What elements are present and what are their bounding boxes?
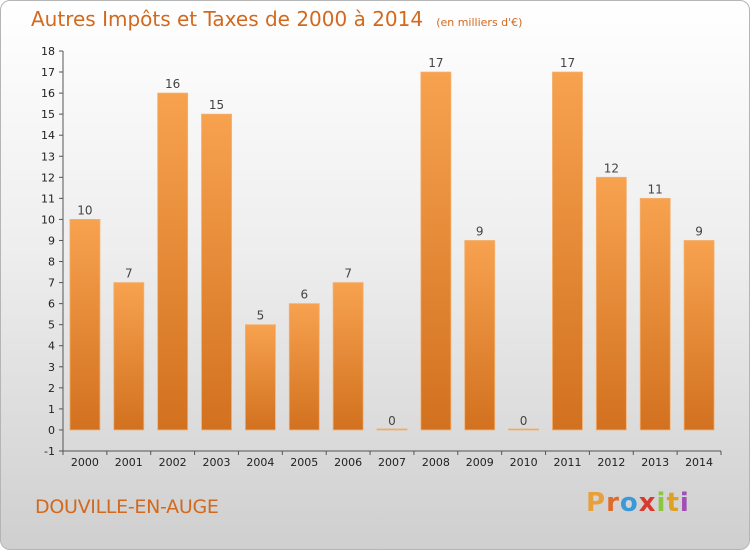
x-tick-label: 2011 xyxy=(553,456,581,469)
bar xyxy=(288,303,320,431)
logo-letter: P xyxy=(586,488,607,518)
y-tick-label: 17 xyxy=(41,66,55,79)
y-tick-label: 16 xyxy=(41,87,55,100)
x-tick-label: 2002 xyxy=(159,456,187,469)
data-label: 16 xyxy=(165,77,180,91)
data-label: 9 xyxy=(476,224,484,238)
x-tick-label: 2013 xyxy=(641,456,669,469)
logo-letter: i xyxy=(679,488,690,518)
bar xyxy=(595,176,627,431)
y-tick-label: 14 xyxy=(41,129,55,142)
bar xyxy=(508,428,540,431)
y-tick-label: 18 xyxy=(41,45,55,58)
data-label: 9 xyxy=(695,224,703,238)
y-tick-label: 3 xyxy=(48,361,55,374)
x-tick-label: 2004 xyxy=(246,456,274,469)
bar xyxy=(332,282,364,431)
y-tick-label: 15 xyxy=(41,108,55,121)
x-tick-label: 2003 xyxy=(203,456,231,469)
y-tick-label: 13 xyxy=(41,150,55,163)
logo-letter: r xyxy=(606,488,620,518)
x-tick-label: 2009 xyxy=(466,456,494,469)
logo-letter: i xyxy=(656,488,667,518)
x-tick-label: 2005 xyxy=(290,456,318,469)
x-tick-label: 2006 xyxy=(334,456,362,469)
data-label: 0 xyxy=(388,414,396,428)
y-tick-label: 2 xyxy=(48,382,55,395)
x-tick-label: 2010 xyxy=(510,456,538,469)
y-tick-label: 5 xyxy=(48,319,55,332)
chart-subtitle: (en milliers d'€) xyxy=(436,16,523,29)
y-tick-label: 4 xyxy=(48,340,55,353)
y-tick-label: 0 xyxy=(48,424,55,437)
bar xyxy=(157,92,189,431)
data-labels: 10 7 16 15 5 6 7 0 17 9 0 17 12 11 9 xyxy=(77,56,703,428)
y-tick-label: 8 xyxy=(48,256,55,269)
data-label: 11 xyxy=(648,182,663,196)
x-tick-label: 2012 xyxy=(597,456,625,469)
proxiti-logo[interactable]: Proxiti xyxy=(586,488,690,518)
data-label: 7 xyxy=(344,267,352,281)
data-label: 15 xyxy=(209,98,224,112)
bar xyxy=(201,113,232,431)
y-tick-label: 10 xyxy=(41,213,55,226)
y-tick-label: 11 xyxy=(41,192,55,205)
data-label: 17 xyxy=(560,56,575,70)
y-tick-label: 12 xyxy=(41,171,55,184)
location-name: DOUVILLE-EN-AUGE xyxy=(35,496,219,518)
y-tick-label: -1 xyxy=(44,445,55,458)
bar xyxy=(683,240,715,431)
data-label: 0 xyxy=(520,414,528,428)
logo-letter: t xyxy=(666,488,680,518)
data-label: 5 xyxy=(257,309,265,323)
bar xyxy=(639,197,671,431)
chart-title: Autres Impôts et Taxes de 2000 à 2014 xyxy=(31,7,424,31)
bar xyxy=(69,219,101,431)
data-label: 10 xyxy=(77,203,92,217)
x-tick-label: 2001 xyxy=(115,456,143,469)
x-tick-label: 2008 xyxy=(422,456,450,469)
bars xyxy=(69,71,715,431)
bar xyxy=(244,324,276,431)
y-tick-label: 6 xyxy=(48,298,55,311)
y-tick-label: 7 xyxy=(48,277,55,290)
y-tick-label: 1 xyxy=(48,403,55,416)
logo-letter: x xyxy=(638,488,657,518)
bar xyxy=(464,240,496,431)
data-label: 6 xyxy=(300,288,308,302)
title-row: Autres Impôts et Taxes de 2000 à 2014 (e… xyxy=(31,7,522,31)
x-tick-label: 2007 xyxy=(378,456,406,469)
bar xyxy=(376,428,408,431)
bar xyxy=(552,71,583,431)
bar xyxy=(113,282,145,431)
bar xyxy=(420,71,452,431)
x-tick-label: 2014 xyxy=(685,456,713,469)
logo-letter: o xyxy=(619,488,639,518)
y-tick-label: 9 xyxy=(48,234,55,247)
data-label: 7 xyxy=(125,267,133,281)
data-label: 12 xyxy=(604,161,619,175)
data-label: 17 xyxy=(428,56,443,70)
x-tick-label: 2000 xyxy=(71,456,99,469)
